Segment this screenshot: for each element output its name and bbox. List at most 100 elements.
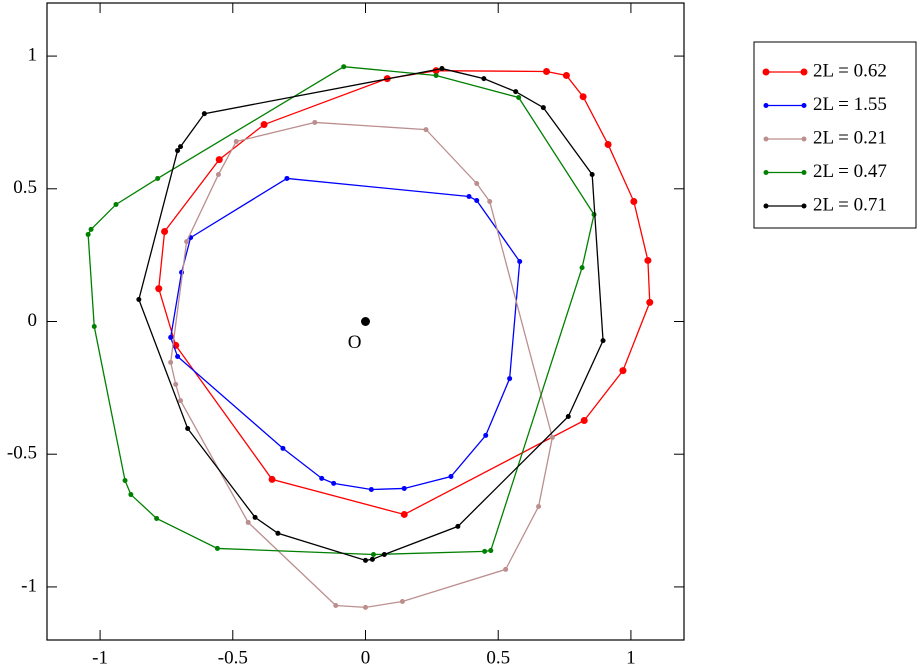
point (370, 552, 376, 558)
point (591, 212, 597, 218)
point (333, 602, 339, 608)
point (280, 445, 286, 451)
point (173, 381, 179, 387)
point (341, 64, 347, 70)
point (513, 89, 519, 95)
legend-marker (800, 68, 808, 76)
point (562, 71, 570, 79)
point (549, 434, 555, 440)
point (154, 515, 160, 521)
point (536, 503, 542, 509)
y-tick-label: 0 (28, 310, 38, 331)
point (474, 197, 480, 203)
legend-label: 2L = 0.47 (813, 161, 887, 182)
x-tick-label: 1 (626, 647, 636, 668)
legend-marker (763, 170, 769, 175)
point (178, 144, 184, 150)
point (482, 548, 488, 554)
point (580, 417, 588, 425)
legend-box (753, 41, 917, 229)
point (448, 474, 454, 480)
legend-marker (801, 136, 807, 142)
y-tick-label: 1 (28, 44, 38, 65)
legend-marker (801, 203, 807, 209)
point (245, 519, 251, 525)
point (487, 199, 493, 205)
point (644, 256, 652, 264)
point (600, 338, 606, 344)
point (516, 94, 522, 100)
legend-marker (763, 103, 769, 108)
point (543, 67, 551, 75)
point (369, 556, 375, 562)
legend-label: 2L = 0.21 (813, 127, 887, 148)
x-tick-label: -0.5 (218, 647, 248, 668)
legend-marker (801, 103, 807, 108)
point (185, 425, 191, 431)
legend-label: 2L = 1.55 (813, 94, 887, 115)
point (363, 604, 368, 610)
point (168, 334, 174, 340)
point (619, 367, 627, 375)
point (423, 127, 429, 133)
point (483, 432, 489, 438)
series-line (170, 177, 521, 491)
point (474, 180, 480, 186)
point (88, 226, 94, 232)
point (481, 76, 487, 82)
legend-marker (762, 68, 770, 76)
legend-marker (763, 203, 769, 209)
legend-label: 2L = 0.71 (813, 194, 887, 215)
y-tick-label: -0.5 (7, 443, 37, 464)
point (215, 171, 221, 177)
point (433, 72, 439, 78)
point (201, 111, 207, 117)
point (589, 171, 595, 177)
legend-marker (763, 136, 769, 142)
legend-label: 2L = 0.62 (813, 60, 887, 81)
point (517, 259, 523, 265)
point (214, 545, 220, 551)
point (215, 156, 223, 164)
annotation: O (348, 332, 362, 353)
point (331, 480, 337, 486)
legend-marker (801, 170, 807, 175)
x-tick-label: 0 (361, 647, 371, 668)
point (399, 599, 405, 605)
point (128, 492, 134, 498)
point (233, 139, 239, 145)
x-tick-label: 0.5 (486, 647, 510, 668)
point (252, 514, 258, 520)
point (184, 239, 190, 245)
point (155, 285, 163, 293)
point (540, 105, 546, 111)
point (400, 510, 408, 518)
point (155, 175, 161, 181)
point (381, 552, 387, 558)
point (319, 475, 325, 481)
point (368, 487, 374, 493)
point (488, 548, 494, 554)
point (268, 475, 276, 483)
point (604, 140, 612, 148)
point (466, 193, 472, 199)
series-line (138, 67, 604, 562)
point (579, 265, 585, 271)
point (312, 119, 318, 125)
point (565, 414, 571, 420)
point (260, 121, 268, 129)
point (275, 530, 281, 536)
point (168, 359, 174, 365)
point (91, 324, 97, 330)
point (503, 566, 509, 572)
point (363, 557, 368, 563)
point (85, 231, 91, 237)
point (401, 485, 407, 491)
series-line (170, 121, 554, 609)
point (175, 148, 181, 154)
point (113, 201, 119, 207)
point (646, 298, 654, 306)
point (136, 296, 142, 302)
